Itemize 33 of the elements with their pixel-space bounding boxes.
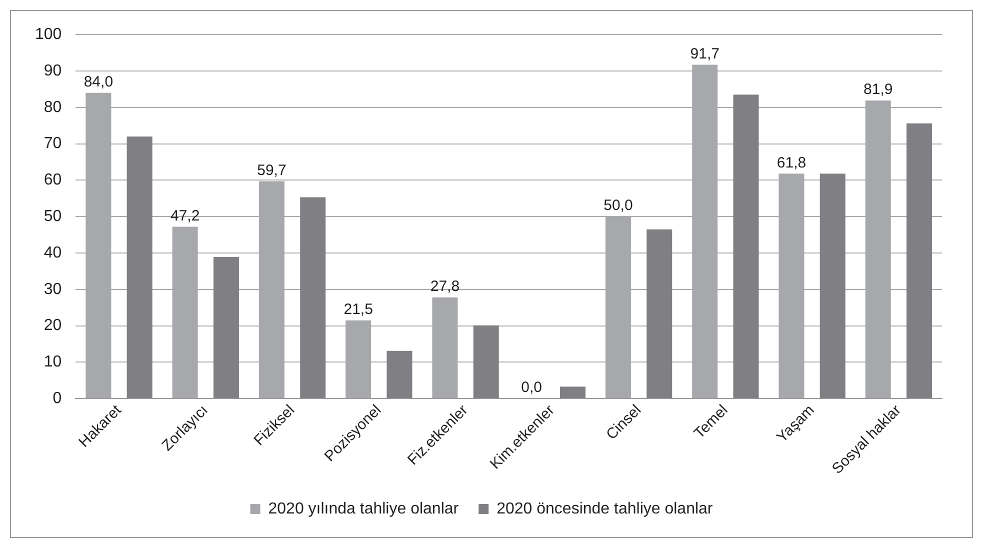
y-tick-label: 60 (44, 172, 62, 189)
y-tick-label: 20 (44, 317, 62, 334)
y-tick-label: 30 (44, 280, 62, 298)
y-tick-label: 90 (44, 62, 62, 80)
y-tick-label: 10 (44, 354, 62, 371)
data-label: 47,2 (170, 207, 200, 224)
y-tick-label: 40 (44, 244, 62, 262)
y-tick-label: 50 (44, 208, 62, 226)
bar (213, 257, 239, 398)
bar (126, 136, 152, 398)
y-tick-label: 0 (52, 390, 62, 408)
bar (560, 386, 586, 398)
bar (733, 94, 759, 398)
data-label: 21,5 (344, 300, 373, 318)
y-tick-label: 70 (44, 135, 62, 152)
data-label: 27,8 (430, 278, 460, 296)
data-label: 84,0 (84, 73, 114, 90)
bar (906, 123, 932, 398)
data-label: 91,7 (690, 45, 720, 62)
bar (300, 197, 326, 398)
data-label: 50,0 (604, 197, 633, 214)
bar (646, 229, 672, 398)
data-label: 81,9 (864, 81, 893, 98)
y-tick-label: 100 (34, 26, 62, 44)
data-label: 59,7 (257, 162, 286, 179)
legend-label: 2020 öncesinde tahliye olanlar (496, 500, 714, 518)
bar (386, 350, 412, 398)
y-tick-label: 80 (44, 98, 62, 116)
data-label: 0,0 (521, 379, 542, 396)
legend-label: 2020 yılında tahliye olanlar (268, 500, 460, 518)
bar (473, 325, 499, 398)
data-label: 61,8 (776, 154, 806, 172)
bar (820, 174, 846, 398)
